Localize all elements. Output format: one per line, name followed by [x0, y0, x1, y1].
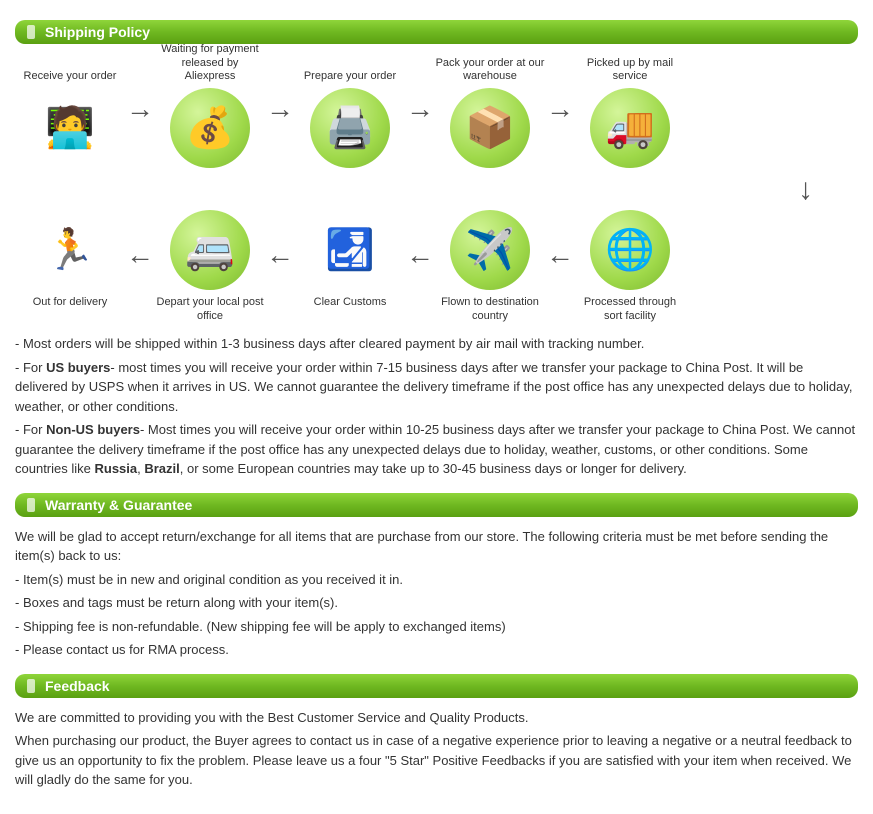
flow-down-connector: ↓ — [15, 173, 858, 207]
payment-icon: 💰 — [170, 88, 250, 168]
sort-facility-icon: 🌐 — [590, 210, 670, 290]
step-depart-post-office: 🚐 Depart your local post office — [155, 210, 265, 324]
feedback-header: Feedback — [15, 674, 858, 698]
warranty-text-5: - Please contact us for RMA process. — [15, 640, 858, 660]
warranty-text-2: - Item(s) must be in new and original co… — [15, 570, 858, 590]
step-label: Flown to destination country — [435, 296, 545, 324]
arrow-left-icon: ← — [125, 210, 155, 300]
step-label: Prepare your order — [295, 54, 405, 84]
arrow-right-icon: → — [125, 54, 155, 164]
prepare-order-icon: 🖨️ — [310, 88, 390, 168]
step-pack-order: Pack your order at our warehouse 📦 — [435, 54, 545, 168]
step-label: Picked up by mail service — [575, 54, 685, 84]
mail-truck-icon: 🚚 — [590, 88, 670, 168]
step-label: Processed through sort facility — [575, 296, 685, 324]
post-van-icon: 🚐 — [170, 210, 250, 290]
step-label: Waiting for payment released by Aliexpre… — [155, 54, 265, 84]
step-flown-destination: ✈️ Flown to destination country — [435, 210, 545, 324]
step-clear-customs: 🛃 Clear Customs — [295, 210, 405, 324]
shipping-policy-header: Shipping Policy — [15, 20, 858, 44]
step-label: Depart your local post office — [155, 296, 265, 324]
warranty-text-4: - Shipping fee is non-refundable. (New s… — [15, 617, 858, 637]
warranty-header: Warranty & Guarantee — [15, 493, 858, 517]
shipping-text-2: - For US buyers- most times you will rec… — [15, 358, 858, 417]
warranty-text-1: We will be glad to accept return/exchang… — [15, 527, 858, 566]
step-label: Clear Customs — [295, 296, 405, 324]
shipping-text-1: - Most orders will be shipped within 1-3… — [15, 334, 858, 354]
arrow-right-icon: → — [545, 54, 575, 164]
step-label: Receive your order — [15, 54, 125, 84]
shipping-flow-top: Receive your order 🧑‍💻 → Waiting for pay… — [15, 54, 858, 168]
pack-order-icon: 📦 — [450, 88, 530, 168]
arrow-right-icon: → — [265, 54, 295, 164]
arrow-left-icon: ← — [545, 210, 575, 300]
step-sort-facility: 🌐 Processed through sort facility — [575, 210, 685, 324]
step-prepare-order: Prepare your order 🖨️ — [295, 54, 405, 168]
receive-order-icon: 🧑‍💻 — [30, 88, 110, 168]
plane-icon: ✈️ — [450, 210, 530, 290]
step-waiting-payment: Waiting for payment released by Aliexpre… — [155, 54, 265, 168]
arrow-right-icon: → — [405, 54, 435, 164]
step-receive-order: Receive your order 🧑‍💻 — [15, 54, 125, 168]
feedback-text-1: We are committed to providing you with t… — [15, 708, 858, 728]
delivery-person-icon: 🏃 — [30, 210, 110, 290]
shipping-text-3: - For Non-US buyers- Most times you will… — [15, 420, 858, 479]
step-out-for-delivery: 🏃 Out for delivery — [15, 210, 125, 324]
arrow-left-icon: ← — [405, 210, 435, 300]
warranty-text-3: - Boxes and tags must be return along wi… — [15, 593, 858, 613]
step-picked-up: Picked up by mail service 🚚 — [575, 54, 685, 168]
arrow-down-icon: ↓ — [798, 173, 813, 207]
customs-icon: 🛃 — [310, 210, 390, 290]
feedback-text-2: When purchasing our product, the Buyer a… — [15, 731, 858, 790]
step-label: Out for delivery — [15, 296, 125, 324]
arrow-left-icon: ← — [265, 210, 295, 300]
step-label: Pack your order at our warehouse — [435, 54, 545, 84]
shipping-flow-bottom: 🏃 Out for delivery ← 🚐 Depart your local… — [15, 210, 858, 324]
